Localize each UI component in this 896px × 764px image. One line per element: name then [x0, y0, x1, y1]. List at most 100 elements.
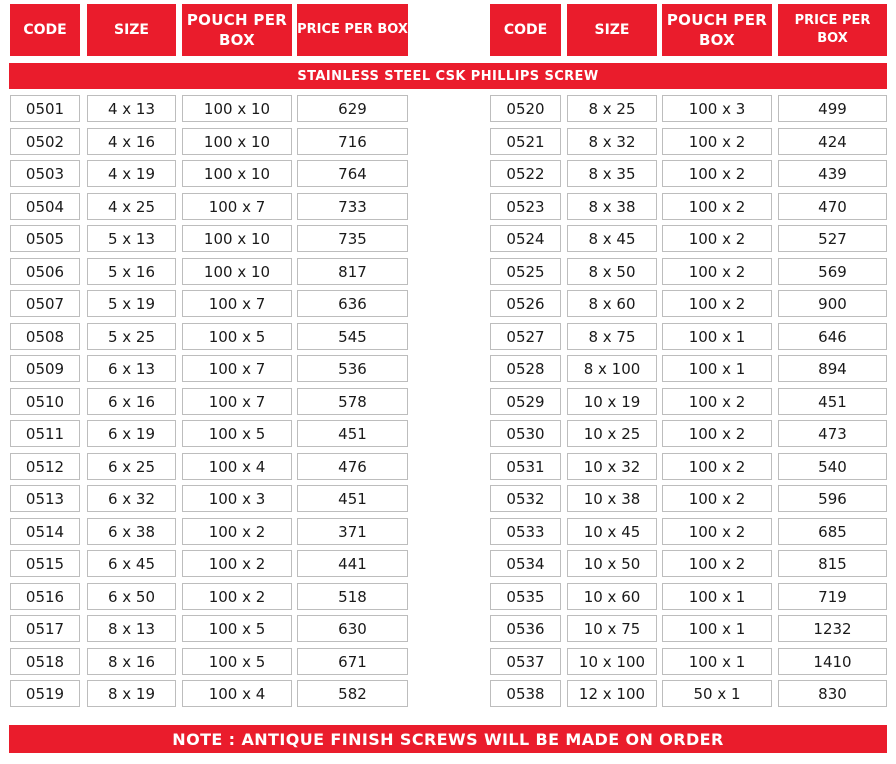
pouch-cell: 100 x 1 [662, 355, 772, 382]
price-cell: 439 [778, 160, 887, 187]
size-cell: 8 x 19 [87, 680, 176, 707]
price-cell: 900 [778, 290, 887, 317]
price-cell: 716 [297, 128, 408, 155]
pouch-cell: 100 x 1 [662, 648, 772, 675]
code-cell: 0524 [490, 225, 561, 252]
price-cell: 476 [297, 453, 408, 480]
code-cell: 0528 [490, 355, 561, 382]
pouch-cell: 100 x 2 [662, 128, 772, 155]
size-cell: 5 x 25 [87, 323, 176, 350]
size-cell: 6 x 32 [87, 485, 176, 512]
price-cell: 540 [778, 453, 887, 480]
pouch-cell: 100 x 2 [662, 225, 772, 252]
code-cell: 0525 [490, 258, 561, 285]
header-price-right: PRICE PER BOX [778, 4, 887, 56]
product-title-banner: STAINLESS STEEL CSK PHILLIPS SCREW [9, 63, 887, 89]
price-cell: 719 [778, 583, 887, 610]
price-cell: 735 [297, 225, 408, 252]
size-cell: 10 x 38 [567, 485, 657, 512]
pouch-cell: 100 x 10 [182, 225, 292, 252]
code-cell: 0516 [10, 583, 80, 610]
size-cell: 10 x 25 [567, 420, 657, 447]
code-cell: 0502 [10, 128, 80, 155]
pouch-cell: 100 x 2 [662, 290, 772, 317]
price-cell: 685 [778, 518, 887, 545]
size-cell: 5 x 16 [87, 258, 176, 285]
size-cell: 8 x 13 [87, 615, 176, 642]
pouch-cell: 100 x 2 [182, 518, 292, 545]
code-cell: 0530 [490, 420, 561, 447]
code-cell: 0510 [10, 388, 80, 415]
pouch-cell: 100 x 10 [182, 258, 292, 285]
price-cell: 830 [778, 680, 887, 707]
size-cell: 8 x 75 [567, 323, 657, 350]
size-cell: 6 x 19 [87, 420, 176, 447]
code-cell: 0501 [10, 95, 80, 122]
price-cell: 596 [778, 485, 887, 512]
code-cell: 0538 [490, 680, 561, 707]
header-code-left: CODE [10, 4, 80, 56]
price-cell: 518 [297, 583, 408, 610]
pouch-cell: 100 x 2 [182, 583, 292, 610]
pouch-cell: 100 x 10 [182, 95, 292, 122]
pouch-cell: 100 x 10 [182, 160, 292, 187]
price-cell: 894 [778, 355, 887, 382]
pouch-cell: 100 x 2 [662, 550, 772, 577]
code-cell: 0504 [10, 193, 80, 220]
price-cell: 451 [297, 485, 408, 512]
price-cell: 451 [778, 388, 887, 415]
size-cell: 6 x 13 [87, 355, 176, 382]
price-cell: 470 [778, 193, 887, 220]
size-cell: 10 x 32 [567, 453, 657, 480]
price-cell: 671 [297, 648, 408, 675]
pouch-cell: 100 x 2 [182, 550, 292, 577]
code-cell: 0531 [490, 453, 561, 480]
size-cell: 12 x 100 [567, 680, 657, 707]
size-cell: 8 x 25 [567, 95, 657, 122]
pouch-cell: 100 x 10 [182, 128, 292, 155]
code-cell: 0521 [490, 128, 561, 155]
code-cell: 0514 [10, 518, 80, 545]
code-cell: 0532 [490, 485, 561, 512]
code-cell: 0533 [490, 518, 561, 545]
size-cell: 8 x 45 [567, 225, 657, 252]
size-cell: 4 x 19 [87, 160, 176, 187]
size-cell: 4 x 25 [87, 193, 176, 220]
size-cell: 4 x 13 [87, 95, 176, 122]
code-cell: 0518 [10, 648, 80, 675]
pouch-cell: 100 x 7 [182, 193, 292, 220]
pouch-cell: 100 x 2 [662, 160, 772, 187]
header-price-left: PRICE PER BOX [297, 4, 408, 56]
pouch-cell: 50 x 1 [662, 680, 772, 707]
code-cell: 0515 [10, 550, 80, 577]
price-cell: 646 [778, 323, 887, 350]
code-cell: 0526 [490, 290, 561, 317]
size-cell: 10 x 45 [567, 518, 657, 545]
pouch-cell: 100 x 2 [662, 485, 772, 512]
price-cell: 451 [297, 420, 408, 447]
price-cell: 441 [297, 550, 408, 577]
pouch-cell: 100 x 5 [182, 648, 292, 675]
size-cell: 8 x 32 [567, 128, 657, 155]
code-cell: 0509 [10, 355, 80, 382]
price-cell: 578 [297, 388, 408, 415]
pouch-cell: 100 x 7 [182, 355, 292, 382]
price-cell: 499 [778, 95, 887, 122]
size-cell: 8 x 35 [567, 160, 657, 187]
code-cell: 0537 [490, 648, 561, 675]
size-cell: 10 x 100 [567, 648, 657, 675]
pouch-cell: 100 x 1 [662, 583, 772, 610]
code-cell: 0507 [10, 290, 80, 317]
size-cell: 6 x 50 [87, 583, 176, 610]
pouch-cell: 100 x 5 [182, 615, 292, 642]
pouch-cell: 100 x 2 [662, 518, 772, 545]
code-cell: 0536 [490, 615, 561, 642]
code-cell: 0529 [490, 388, 561, 415]
size-cell: 6 x 38 [87, 518, 176, 545]
price-cell: 545 [297, 323, 408, 350]
size-cell: 6 x 45 [87, 550, 176, 577]
code-cell: 0513 [10, 485, 80, 512]
pouch-cell: 100 x 3 [182, 485, 292, 512]
pouch-cell: 100 x 7 [182, 388, 292, 415]
pouch-cell: 100 x 3 [662, 95, 772, 122]
